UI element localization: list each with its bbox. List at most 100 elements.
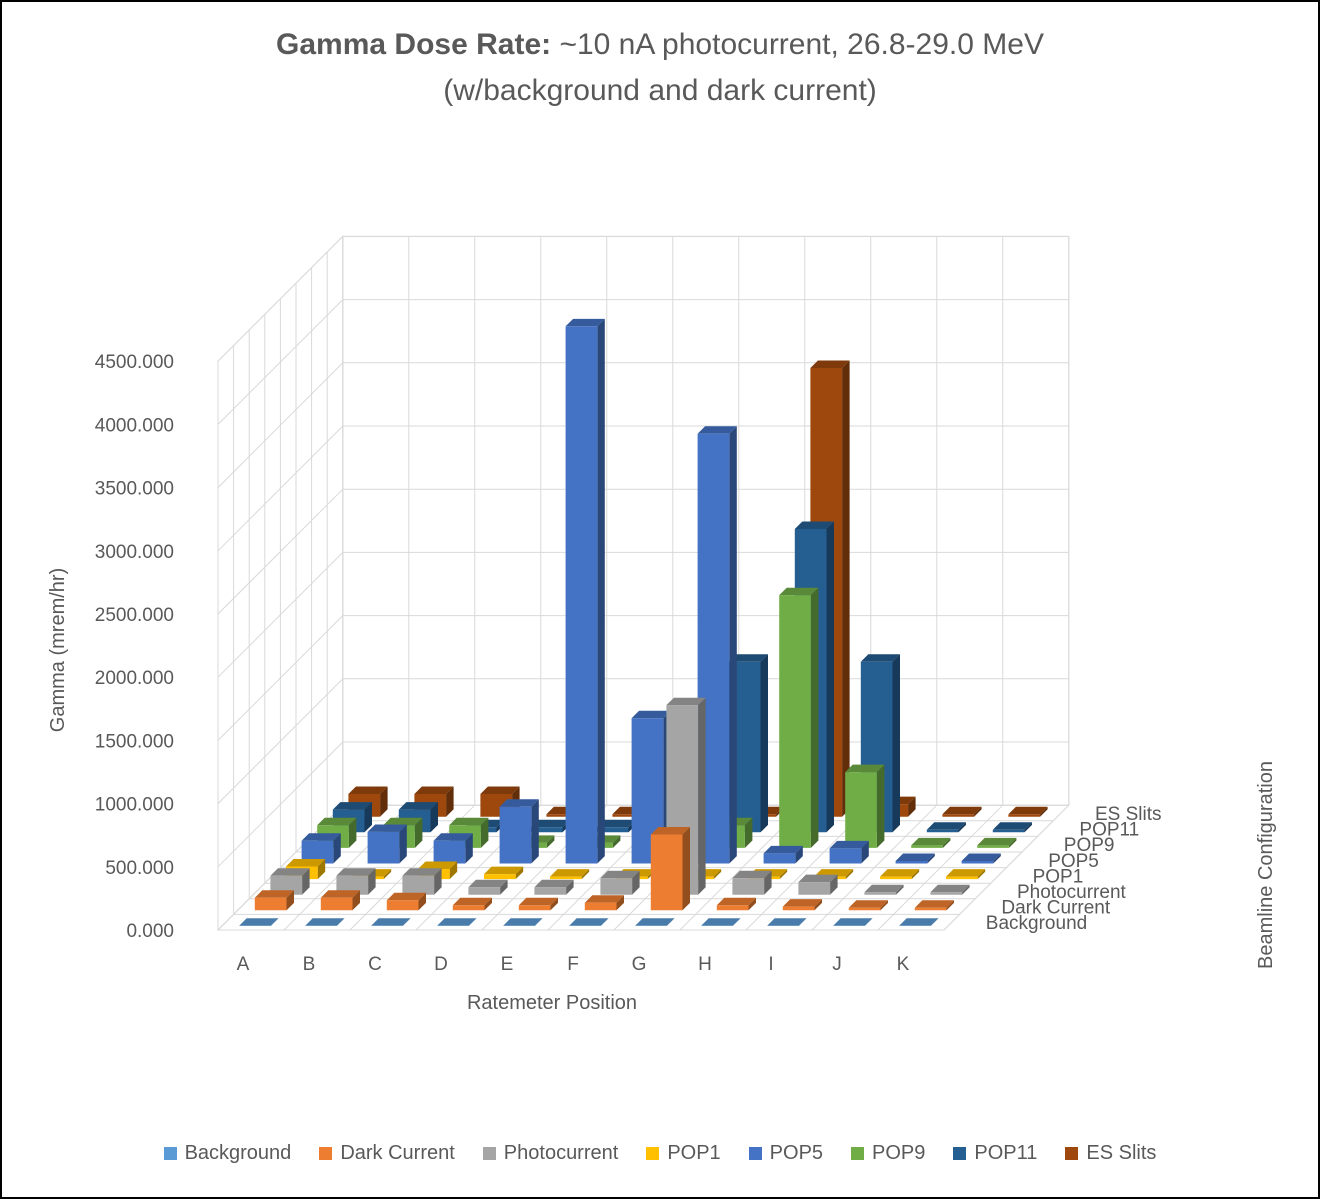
bar-photocurrent-F [600, 870, 640, 895]
chart-axis-labels: 0.000 500.000 1000.000 1500.000 2000.000 2500… [95, 352, 1162, 975]
bar-background-C [371, 918, 411, 926]
legend-item: ES Slits [1065, 1142, 1156, 1165]
y-tick-label: 3000.000 [95, 542, 174, 563]
x-tick-label: K [897, 954, 910, 975]
bar-photocurrent-D [468, 879, 508, 895]
bar-pop11-J [926, 822, 966, 833]
bar-pop1-J [880, 869, 920, 880]
bar-background-I [767, 918, 807, 926]
bar-background-D [437, 918, 477, 926]
x-tick-label: H [698, 954, 712, 975]
bar-photocurrent-E [534, 879, 574, 895]
bar-pop5-E [565, 318, 605, 864]
bar-es-slits-K [1008, 806, 1048, 817]
bar-pop5-H [763, 845, 803, 864]
bar-photocurrent-J [864, 884, 904, 895]
legend-label: POP1 [667, 1142, 721, 1164]
y-tick-label: 500.000 [105, 858, 174, 879]
bar-dark-current-E [518, 897, 558, 911]
legend-item: POP5 [748, 1142, 823, 1165]
x-tick-label: D [434, 954, 448, 975]
chart-legend: Background Dark Current Photocurrent POP1 PO… [0, 1142, 1320, 1165]
bar-pop9-I [845, 764, 885, 848]
depth-tick-label: Background [986, 913, 1087, 934]
bar-photocurrent-I [798, 874, 838, 895]
legend-label: Dark Current [340, 1142, 455, 1164]
depth-tick-label: POP9 [1064, 835, 1115, 856]
y-tick-label: 0.000 [126, 921, 174, 942]
depth-tick-label: POP5 [1048, 851, 1099, 872]
legend-label: POP9 [872, 1142, 926, 1164]
bar-dark-current-D [452, 897, 492, 911]
bar-dark-current-K [914, 900, 954, 911]
bar-photocurrent-C [402, 868, 442, 895]
bar-photocurrent-K [930, 884, 970, 895]
legend-item: POP11 [953, 1142, 1037, 1165]
bar-pop9-K [977, 837, 1017, 848]
bar-background-K [899, 918, 939, 926]
legend-label: ES Slits [1086, 1142, 1157, 1164]
bar-background-A [239, 918, 279, 926]
y-axis-label: Gamma (mrem/hr) [47, 568, 69, 732]
depth-tick-label: ES Slits [1095, 804, 1162, 825]
bar-dark-current-F [584, 895, 624, 911]
bar-dark-current-I [782, 899, 822, 911]
depth-tick-label: Dark Current [1001, 898, 1110, 919]
bar-pop5-K [961, 853, 1001, 864]
legend-swatch [482, 1147, 496, 1160]
x-tick-label: A [237, 954, 250, 975]
bar-pop5-C [433, 833, 473, 864]
x-tick-label: G [632, 954, 647, 975]
chart-subtitle: (w/background and dark current) [443, 74, 877, 107]
gridline [877, 804, 1004, 931]
y-tick-label: 4000.000 [95, 415, 174, 436]
x-tick-label: E [501, 954, 514, 975]
bar-dark-current-C [386, 892, 426, 911]
legend-item: POP9 [851, 1142, 925, 1165]
depth-tick-label: Photocurrent [1017, 882, 1127, 903]
legend-label: Photocurrent [503, 1142, 619, 1164]
depth-tick-label: POP1 [1033, 866, 1084, 887]
bar-pop5-I [829, 840, 869, 864]
legend-swatch [646, 1147, 660, 1160]
legend-swatch [319, 1147, 333, 1160]
bar-photocurrent-H [732, 870, 772, 895]
legend-swatch [953, 1147, 967, 1160]
bar-pop9-H [779, 587, 819, 848]
bar-pop5-J [895, 853, 935, 864]
y-tick-label: 2000.000 [95, 668, 174, 689]
bar-dark-current-A [254, 890, 294, 911]
legend-swatch [748, 1147, 762, 1160]
bar-pop5-A [301, 833, 341, 864]
bar-pop1-K [946, 869, 986, 880]
depth-axis-label: Beamline Configuration [1255, 761, 1277, 969]
y-tick-label: 3500.000 [95, 479, 174, 500]
gridline [943, 804, 1070, 931]
chart-title: Gamma Dose Rate: ~10 nA photocurrent, 26… [276, 28, 1044, 61]
y-tick-label: 1000.000 [95, 795, 174, 816]
y-tick-label: 4500.000 [95, 352, 174, 373]
bar-background-J [833, 918, 873, 926]
bar-background-H [701, 918, 741, 926]
x-tick-label: J [832, 954, 842, 975]
bar-photocurrent-A [270, 868, 310, 895]
legend-item: Photocurrent [482, 1142, 619, 1165]
bar-pop5-B [367, 824, 407, 864]
chart-bars [239, 318, 1048, 926]
legend-label: POP11 [974, 1142, 1038, 1164]
gridline [811, 804, 938, 931]
legend-swatch [163, 1147, 177, 1160]
bar-photocurrent-B [336, 868, 376, 895]
x-tick-label: I [768, 954, 773, 975]
legend-item: Background [163, 1142, 291, 1165]
bar-pop5-D [499, 799, 539, 864]
y-tick-label: 2500.000 [95, 605, 174, 626]
x-axis-label: Ratemeter Position [467, 992, 637, 1014]
bar-background-G [635, 918, 675, 926]
bar-pop1-E [550, 869, 590, 880]
depth-tick-label: POP11 [1079, 820, 1139, 841]
bar-background-E [503, 918, 543, 926]
bar-pop11-K [992, 822, 1032, 833]
bar-dark-current-J [848, 900, 888, 911]
